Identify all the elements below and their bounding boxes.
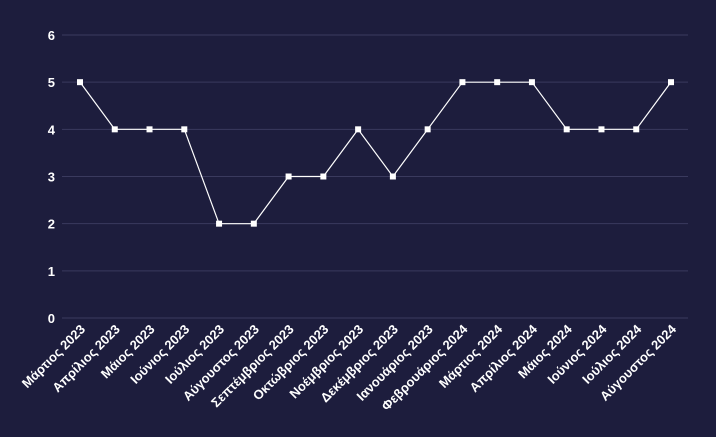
y-axis: 0 1 2 3 4 5 6 — [48, 28, 56, 326]
data-point — [389, 173, 396, 180]
data-point — [424, 126, 431, 133]
grid-lines — [62, 34, 688, 319]
data-point — [459, 79, 466, 86]
data-point — [250, 220, 257, 227]
y-tick-label: 1 — [48, 264, 55, 279]
data-point — [598, 126, 605, 133]
plot-area — [77, 79, 674, 227]
y-tick-label: 4 — [48, 122, 56, 137]
y-tick-label: 3 — [48, 170, 55, 185]
data-point — [633, 126, 640, 133]
data-point — [77, 79, 83, 86]
data-point — [146, 126, 153, 133]
data-point — [668, 79, 674, 86]
data-point — [528, 79, 535, 86]
data-point — [181, 126, 188, 133]
data-point — [355, 126, 362, 133]
data-point — [111, 126, 118, 133]
y-tick-label: 0 — [48, 311, 55, 326]
data-point — [216, 220, 223, 227]
data-point — [494, 79, 501, 86]
y-tick-label: 2 — [48, 217, 55, 232]
series-line — [79, 81, 672, 225]
y-tick-label: 6 — [48, 28, 55, 43]
data-point — [320, 173, 327, 180]
data-point — [563, 126, 570, 133]
data-point — [285, 173, 292, 180]
y-tick-label: 5 — [48, 75, 55, 90]
